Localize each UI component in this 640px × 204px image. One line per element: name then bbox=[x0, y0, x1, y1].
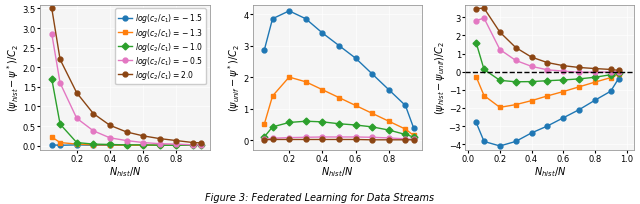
$log(c_2/c_1) = -0.5$ bbox=[73, 118, 81, 120]
$log(c_2/c_1) = -1.0$ bbox=[156, 144, 164, 147]
$log(c_2/c_1) = -1.0$ bbox=[197, 144, 205, 147]
$log(c_2/c_1) = 2.0$ bbox=[56, 59, 64, 61]
$log(c_2/c_1) = -0.5$ bbox=[173, 143, 180, 146]
$log(c_2/c_1) = -0.5$ bbox=[189, 144, 196, 146]
$log(c_2/c_1) = -0.5$ bbox=[123, 140, 131, 142]
$log(c_2/c_1) = -1.0$ bbox=[189, 144, 196, 147]
$log(c_2/c_1) = -0.5$ bbox=[90, 130, 97, 132]
Y-axis label: $(\psi_{hist} - \psi^*)/C_2$: $(\psi_{hist} - \psi^*)/C_2$ bbox=[6, 44, 21, 111]
$log(c_2/c_1) = -1.3$ bbox=[140, 144, 147, 147]
$log(c_2/c_1) = -1.5$ bbox=[123, 144, 131, 147]
X-axis label: $N_{hist}/N$: $N_{hist}/N$ bbox=[321, 164, 353, 178]
$log(c_2/c_1) = -1.3$ bbox=[189, 144, 196, 147]
Line: $log(c_2/c_1) = -1.3$: $log(c_2/c_1) = -1.3$ bbox=[49, 135, 204, 148]
$log(c_2/c_1) = -1.3$ bbox=[106, 144, 114, 146]
$log(c_2/c_1) = 2.0$ bbox=[106, 124, 114, 127]
$log(c_2/c_1) = -1.5$ bbox=[56, 144, 64, 147]
Y-axis label: $(\psi_{unif} - \psi^*)/C_2$: $(\psi_{unif} - \psi^*)/C_2$ bbox=[226, 44, 242, 112]
$log(c_2/c_1) = -1.5$ bbox=[48, 144, 56, 146]
$log(c_2/c_1) = -1.3$ bbox=[123, 144, 131, 147]
$log(c_2/c_1) = -1.3$ bbox=[197, 144, 205, 147]
Legend: $log(c_2/c_1) = -1.5$, $log(c_2/c_1) = -1.3$, $log(c_2/c_1) = -1.0$, $log(c_2/c_: $log(c_2/c_1) = -1.5$, $log(c_2/c_1) = -… bbox=[115, 9, 205, 85]
$log(c_2/c_1) = -1.0$ bbox=[140, 144, 147, 146]
$log(c_2/c_1) = -0.5$ bbox=[156, 143, 164, 145]
X-axis label: $N_{hist}/N$: $N_{hist}/N$ bbox=[534, 164, 566, 178]
$log(c_2/c_1) = 2.0$ bbox=[48, 8, 56, 11]
X-axis label: $N_{hist}/N$: $N_{hist}/N$ bbox=[109, 164, 141, 178]
$log(c_2/c_1) = -1.0$ bbox=[73, 142, 81, 144]
$log(c_2/c_1) = -1.3$ bbox=[173, 144, 180, 147]
$log(c_2/c_1) = -1.0$ bbox=[48, 78, 56, 81]
$log(c_2/c_1) = -1.0$ bbox=[173, 144, 180, 147]
$log(c_2/c_1) = -1.5$ bbox=[189, 144, 196, 147]
$log(c_2/c_1) = -1.3$ bbox=[73, 143, 81, 146]
$log(c_2/c_1) = -1.3$ bbox=[156, 144, 164, 147]
$log(c_2/c_1) = -1.0$ bbox=[90, 143, 97, 146]
Line: $log(c_2/c_1) = -1.0$: $log(c_2/c_1) = -1.0$ bbox=[49, 77, 204, 148]
$log(c_2/c_1) = 2.0$ bbox=[123, 131, 131, 134]
$log(c_2/c_1) = -0.5$ bbox=[197, 144, 205, 146]
$log(c_2/c_1) = -1.3$ bbox=[48, 136, 56, 139]
$log(c_2/c_1) = -1.5$ bbox=[197, 144, 205, 147]
$log(c_2/c_1) = -0.5$ bbox=[106, 137, 114, 139]
$log(c_2/c_1) = 2.0$ bbox=[140, 135, 147, 137]
Text: Figure 3: Federated Learning for Data Streams: Figure 3: Federated Learning for Data St… bbox=[205, 192, 435, 202]
Line: $log(c_2/c_1) = -1.5$: $log(c_2/c_1) = -1.5$ bbox=[49, 143, 204, 148]
$log(c_2/c_1) = -1.5$ bbox=[106, 144, 114, 147]
$log(c_2/c_1) = -1.5$ bbox=[73, 144, 81, 146]
$log(c_2/c_1) = 2.0$ bbox=[197, 142, 205, 144]
$log(c_2/c_1) = -0.5$ bbox=[140, 142, 147, 144]
$log(c_2/c_1) = 2.0$ bbox=[73, 92, 81, 94]
$log(c_2/c_1) = -0.5$ bbox=[48, 34, 56, 36]
Y-axis label: $(\psi_{hist} - \psi_{unif})/C_2$: $(\psi_{hist} - \psi_{unif})/C_2$ bbox=[433, 41, 447, 115]
$log(c_2/c_1) = -1.0$ bbox=[123, 144, 131, 146]
$log(c_2/c_1) = -1.5$ bbox=[156, 144, 164, 147]
$log(c_2/c_1) = -1.0$ bbox=[106, 144, 114, 146]
$log(c_2/c_1) = -1.5$ bbox=[140, 144, 147, 147]
Line: $log(c_2/c_1) = -0.5$: $log(c_2/c_1) = -0.5$ bbox=[49, 32, 204, 147]
$log(c_2/c_1) = -1.3$ bbox=[56, 142, 64, 144]
$log(c_2/c_1) = 2.0$ bbox=[90, 113, 97, 115]
$log(c_2/c_1) = -0.5$ bbox=[56, 82, 64, 85]
$log(c_2/c_1) = 2.0$ bbox=[156, 138, 164, 140]
$log(c_2/c_1) = -1.5$ bbox=[173, 144, 180, 147]
$log(c_2/c_1) = 2.0$ bbox=[189, 142, 196, 144]
$log(c_2/c_1) = 2.0$ bbox=[173, 140, 180, 142]
Line: $log(c_2/c_1) = 2.0$: $log(c_2/c_1) = 2.0$ bbox=[49, 7, 204, 146]
$log(c_2/c_1) = -1.0$ bbox=[56, 123, 64, 126]
$log(c_2/c_1) = -1.3$ bbox=[90, 144, 97, 146]
$log(c_2/c_1) = -1.5$ bbox=[90, 144, 97, 147]
